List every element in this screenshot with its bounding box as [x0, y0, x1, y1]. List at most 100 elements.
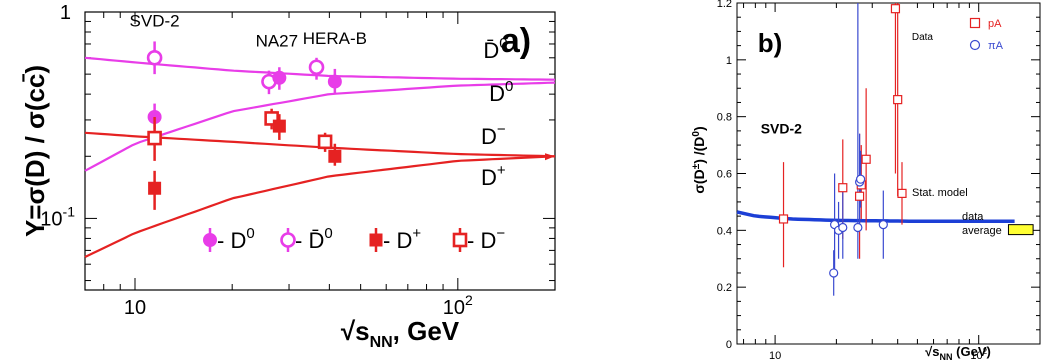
panel-b-points — [778, 3, 907, 296]
panel-b-ylabel: σ(D±) /(D0) — [691, 126, 707, 193]
y-tick-label: 0.8 — [717, 112, 732, 124]
panel-b-xlabel-root: √s — [925, 344, 939, 359]
data-point — [878, 220, 888, 230]
legend-marker — [369, 233, 383, 247]
panel-b-xlabel: √sNN (GeV) — [925, 344, 991, 362]
panel-b-labels: SVD-2 Stat. model data average Data pA πA — [761, 17, 1004, 237]
panel-b-ylabel-mid: ) /(D — [691, 137, 707, 164]
data-point — [778, 214, 789, 224]
legend-label: - D0 — [217, 225, 255, 253]
x-tick-label-base: 10 — [443, 297, 465, 319]
data-point — [856, 174, 866, 184]
legend-marker — [203, 233, 217, 247]
y-tick-label: 0 — [726, 339, 732, 351]
legend-label-exp: + — [412, 225, 421, 242]
y-tick-label-exp: -1 — [63, 203, 76, 219]
legend-title: Data — [912, 32, 934, 43]
panel-a-xlabel-rest: , GeV — [393, 316, 460, 346]
data-point — [838, 222, 848, 233]
panel-b-ylabel-sup: ± — [691, 163, 702, 169]
panel-b-frame — [736, 2, 1041, 345]
curve-label-exp: + — [497, 162, 506, 179]
legend-label-exp: 0 — [324, 225, 332, 242]
legend-label-base: - D — [383, 228, 412, 253]
curve-label: D− — [481, 121, 506, 149]
legend-label: pA — [988, 18, 1002, 30]
model-curve — [84, 81, 556, 172]
legend-label: - D− — [467, 225, 505, 253]
data-point — [272, 70, 287, 85]
curve-label-exp: 0 — [499, 35, 507, 52]
curve-label: D̄0 — [483, 35, 507, 63]
data-point — [146, 49, 163, 66]
legend-marker — [969, 17, 981, 29]
y-tick-label: 0.4 — [717, 225, 732, 237]
curve-label-base: D — [481, 165, 497, 190]
experiment-label: NA27 — [256, 32, 299, 51]
data-point — [854, 191, 865, 201]
curve-label-base: D — [481, 124, 497, 149]
panel-a-legend: - D0 - D̄0 - D+ - D− — [203, 225, 505, 253]
legend-marker — [969, 39, 981, 51]
panel-b-ylabel-sup2: 0 — [691, 131, 702, 137]
experiment-label: HERA-B — [303, 29, 367, 48]
y-tick-label: 1.2 — [717, 0, 732, 10]
curve-label-exp: 0 — [505, 78, 513, 95]
legend-marker — [452, 232, 468, 248]
data-point — [327, 74, 342, 89]
panel-b-xlabel-rest: (GeV) — [953, 344, 991, 359]
panel-a-xlabel: √sNN, GeV — [341, 316, 460, 351]
panel-a-ylabel: Y=σ(D) / σ(cc̄) — [20, 65, 50, 237]
panel-b-xlabel-sub: NN — [940, 352, 953, 362]
x-tick-label: 10 — [124, 297, 146, 319]
data-point — [308, 59, 325, 76]
legend-label: πA — [988, 40, 1004, 52]
x-tick-label: 102 — [970, 347, 987, 362]
curve-label-exp: − — [497, 121, 506, 138]
legend-label: - D̄0 — [295, 225, 333, 253]
x-tick-label-exp: 2 — [983, 347, 988, 356]
x-tick-label: 102 — [443, 292, 473, 319]
y-tick-label: 0.2 — [717, 282, 732, 294]
average-label: average — [962, 225, 1002, 237]
legend-label-exp: − — [496, 225, 505, 242]
average-label: data — [962, 211, 984, 223]
curve-arrow — [545, 153, 555, 161]
experiment-label: SVD-2 — [761, 121, 802, 137]
x-tick-label-base: 10 — [970, 350, 982, 362]
data-point — [893, 95, 903, 105]
y-tick-label: 0.6 — [717, 169, 732, 181]
data-point — [328, 149, 342, 163]
curve-label-base: D — [489, 81, 505, 106]
data-average-band — [1007, 224, 1034, 236]
panel-a-frame — [84, 11, 556, 291]
data-point — [147, 130, 162, 146]
panel-a-letter: a) — [501, 22, 531, 60]
model-curve — [84, 155, 556, 258]
legend-label-base: - D̄ — [295, 228, 324, 253]
model-curve — [84, 56, 556, 81]
panel-b-letter: b) — [758, 28, 783, 58]
y-tick-label: 1 — [726, 55, 732, 67]
panel-b-ylabel-main: σ(D — [691, 169, 707, 193]
curve-label-base: D̄ — [483, 38, 499, 63]
curve-label: D0 — [489, 78, 513, 106]
stat-model-label: Stat. model — [912, 187, 968, 199]
data-point — [838, 183, 848, 193]
data-point — [853, 222, 863, 233]
y-tick-label-base: 10 — [40, 208, 62, 230]
data-point — [317, 134, 333, 150]
panel-a-points — [146, 41, 342, 210]
data-point — [861, 154, 871, 164]
data-point — [829, 268, 839, 278]
data-point — [272, 119, 286, 133]
legend-label-exp: 0 — [246, 225, 254, 242]
panel-b-ylabel-end: ) — [691, 126, 707, 131]
data-point — [148, 181, 162, 195]
x-tick-label: 10 — [769, 350, 781, 362]
